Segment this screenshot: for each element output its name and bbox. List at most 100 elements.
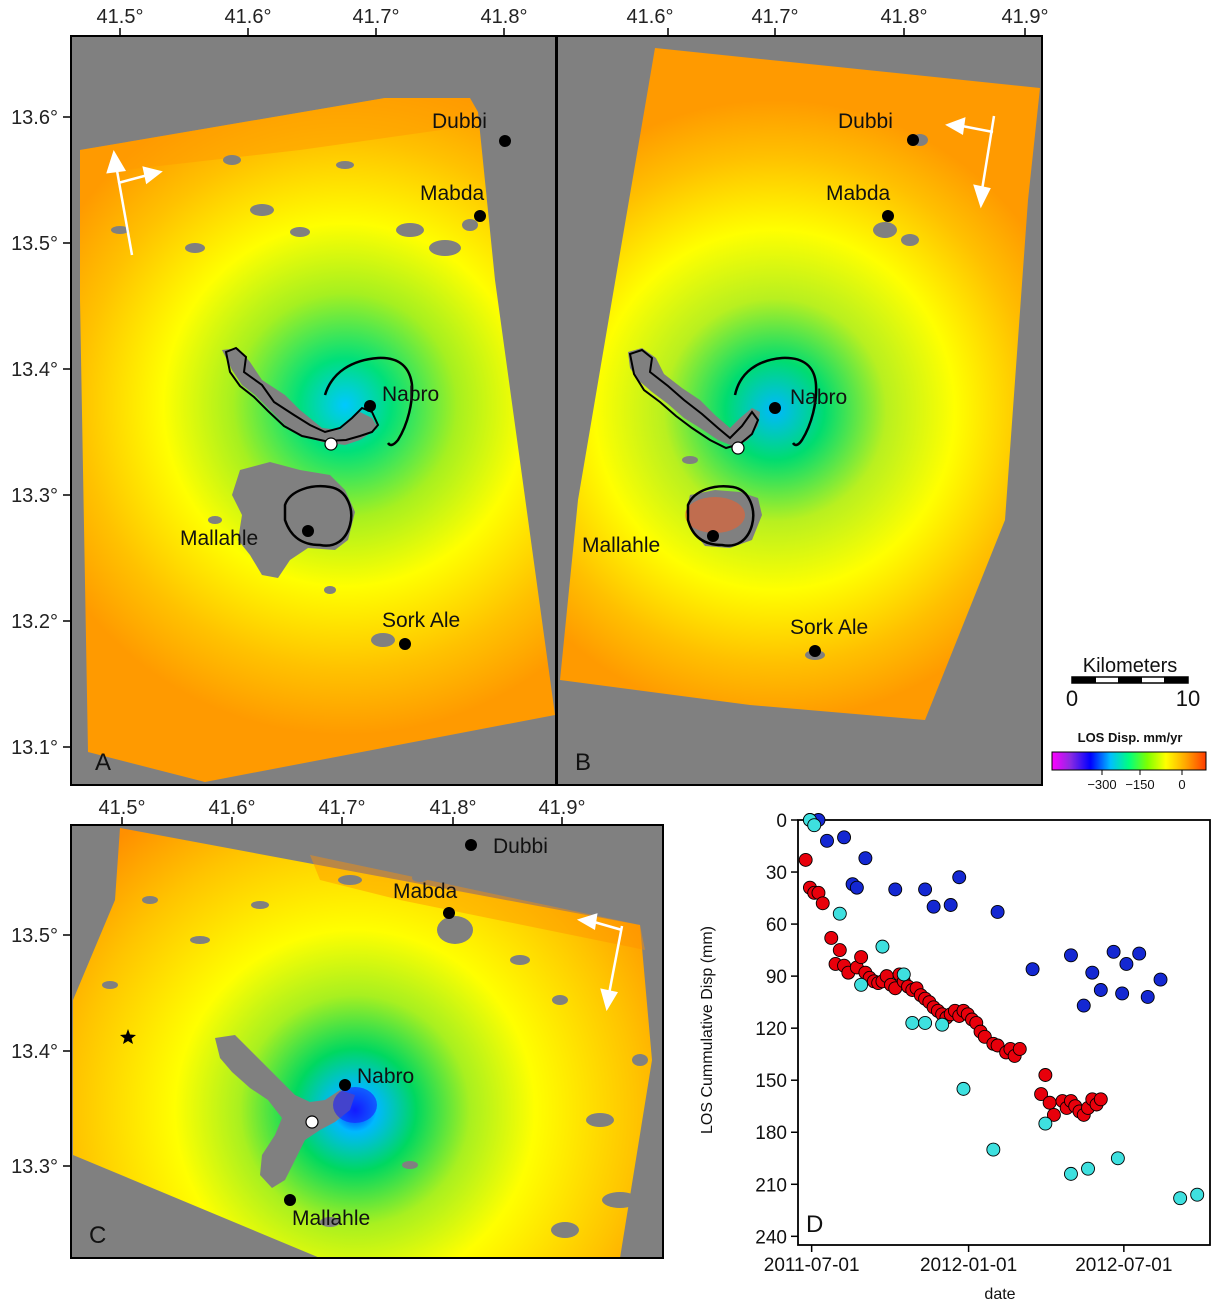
chart-point-series-2 [918, 882, 933, 897]
panel-c-flight-direction-arrows [576, 913, 624, 1012]
chart-point-series-2 [1119, 957, 1134, 971]
chart-y-tick-label: 90 [766, 967, 787, 988]
colorbar-tick: −300 [1087, 777, 1116, 792]
panel-a-lon-tick: 41.7° [353, 6, 400, 28]
chart-y-tick-label: 150 [755, 1071, 787, 1092]
chart-x-tick-label: 2012-07-01 [1075, 1255, 1172, 1276]
panel-c-letter: C [89, 1222, 106, 1249]
panel-c-lon-tick: 41.9° [539, 797, 586, 819]
chart-point-series-1 [1034, 1087, 1049, 1102]
chart-point-series-3 [854, 977, 869, 992]
chart-y-tick-label: 120 [755, 1019, 787, 1040]
scale-bar-min: 0 [1066, 686, 1078, 711]
chart-point-series-2 [1106, 944, 1121, 959]
chart-point-series-2 [837, 830, 852, 845]
chart-y-tick-label: 240 [755, 1227, 787, 1248]
chart-point-series-3 [896, 967, 911, 982]
chart-y-tick-label: 180 [755, 1123, 787, 1144]
panel-c-label-dubbi: Dubbi [493, 835, 548, 858]
chart-y-ticks: 0 30 60 90 120 150 180 210 240 [755, 811, 798, 1248]
panel-b-lon-tick: 41.6° [627, 6, 674, 28]
panel-b-label-sork-ale: Sork Ale [790, 616, 868, 639]
chart-point-series-2 [1093, 983, 1108, 997]
chart-point-series-2 [1140, 989, 1155, 1004]
chart-x-tick-label: 2012-01-01 [920, 1255, 1017, 1276]
panel-c-lon-tick: 41.5° [99, 797, 146, 819]
panel-c-vent-marker [305, 1115, 319, 1129]
chart-point-series-1 [854, 950, 869, 964]
panel-a-lat-tick: 13.3° [11, 485, 58, 507]
colorbar-title: LOS Disp. mm/yr [1078, 730, 1183, 745]
panel-c-lon-tick: 41.7° [319, 797, 366, 819]
colorbar-tick: −150 [1125, 777, 1154, 792]
panel-b-flight-direction-arrows [945, 115, 996, 209]
chart-point-series-2 [820, 833, 834, 848]
chart-point-series-2 [952, 870, 967, 885]
panel-b-nabro-caldera-rim [733, 356, 818, 447]
panel-c-mabda-marker [443, 907, 455, 919]
panel-a-lat-tick: 13.5° [11, 233, 58, 255]
panel-c-label-mallahle: Mallahle [292, 1207, 370, 1230]
chart-point-series-1 [1042, 1095, 1057, 1110]
chart-panel-letter: D [806, 1211, 823, 1238]
panel-b-label-dubbi: Dubbi [838, 110, 893, 133]
panel-c-lon-tick: 41.8° [430, 797, 477, 819]
chart-points [798, 813, 1205, 1206]
panel-b-vent-marker [731, 441, 745, 455]
chart-point-series-3 [1110, 1151, 1125, 1166]
chart-point-series-2 [849, 880, 864, 895]
chart-point-series-3 [875, 939, 890, 954]
chart-point-series-3 [1173, 1191, 1188, 1206]
panel-b-lava-flow-outline [628, 348, 760, 450]
panel-c-label-nabro: Nabro [357, 1065, 414, 1088]
panel-a-lava-flow-outline [224, 346, 380, 443]
chart-point-series-3 [1038, 1116, 1053, 1131]
chart-point-series-2 [858, 851, 873, 866]
chart-point-series-2 [1064, 948, 1078, 963]
panel-a-label-nabro: Nabro [382, 383, 439, 406]
panel-b-label-mabda: Mabda [826, 182, 891, 205]
panel-a-label-mallahle: Mallahle [180, 527, 258, 550]
panel-c: Dubbi Mabda Nabro Mallahle C 41.5° 41.6°… [11, 797, 664, 1259]
chart-point-series-3 [956, 1081, 971, 1096]
chart-point-series-3 [832, 906, 847, 921]
panel-c-mask-patches [102, 874, 648, 1238]
colorbar-ramp [1051, 751, 1207, 771]
panel-b-mallahle-caldera-rim [686, 485, 755, 547]
panel-b-mallahle-marker [707, 530, 719, 542]
panel-a-mabda-marker [474, 210, 486, 222]
panel-b-deformation-swath [560, 48, 1040, 720]
panel-c-dubbi-marker [465, 839, 477, 851]
scale-bar-title: Kilometers [1083, 655, 1177, 677]
chart-y-tick-label: 210 [755, 1175, 787, 1196]
chart-point-series-1 [832, 943, 847, 958]
chart-y-tick-label: 0 [776, 811, 787, 832]
chart-point-series-3 [935, 1017, 950, 1032]
panel-a-lon-tick: 41.6° [225, 6, 272, 28]
chart-point-series-1 [824, 931, 839, 945]
panel-a-lat-tick: 13.4° [11, 359, 58, 381]
chart-point-series-1 [1046, 1107, 1061, 1122]
panel-b-mabda-marker [882, 210, 894, 222]
chart-point-series-1 [798, 852, 813, 867]
panel-c-star-marker [120, 1029, 136, 1044]
panel-a-vent-marker [324, 437, 338, 451]
chart-y-tick-label: 60 [766, 915, 787, 936]
chart-point-series-2 [1085, 965, 1100, 980]
panel-a-letter: A [95, 749, 111, 776]
chart-point-series-2 [1115, 986, 1130, 1001]
panel-c-lat-tick: 13.4° [11, 1041, 58, 1063]
colorbar: LOS Disp. mm/yr −300 −150 0 [1051, 730, 1207, 792]
panel-a-lat-tick: 13.6° [11, 107, 58, 129]
panel-a-dubbi-marker [499, 135, 511, 147]
chart-point-series-2 [1132, 946, 1147, 961]
panel-c-deformation-swath [73, 828, 652, 1258]
panel-a-lon-tick: 41.8° [481, 6, 528, 28]
panel-c-mallahle-marker [284, 1194, 296, 1206]
panel-b-sork-ale-marker [809, 645, 821, 657]
chart-point-series-3 [905, 1016, 920, 1030]
panel-a-lon-tick: 41.5° [97, 6, 144, 28]
panel-b-lon-tick: 41.8° [881, 6, 928, 28]
panel-a-lat-tick: 13.1° [11, 737, 58, 759]
